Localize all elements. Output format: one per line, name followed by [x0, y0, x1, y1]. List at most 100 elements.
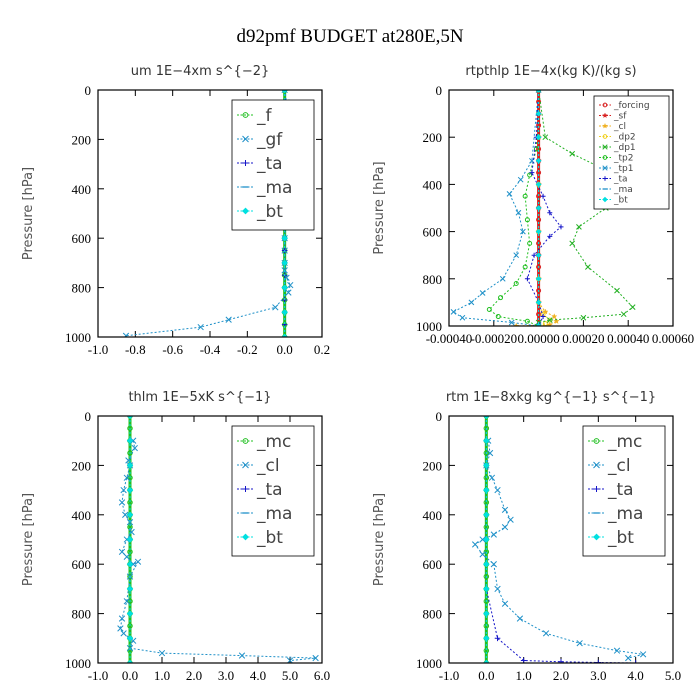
data-point: [122, 332, 130, 337]
series-line: [526, 90, 562, 326]
data-point: [117, 625, 124, 632]
legend-label: _bt: [613, 196, 628, 206]
legend-entry: _ma: [237, 504, 292, 524]
x-tick-label: 0.00000: [517, 331, 559, 346]
x-tick-label: 2.0: [553, 668, 569, 683]
data-point: [238, 652, 246, 659]
y-tick-label: 200: [423, 458, 443, 473]
legend-label: _mc: [256, 432, 291, 452]
series-tp2: [486, 90, 542, 326]
data-point: [569, 240, 576, 247]
y-tick-label: 600: [423, 225, 443, 240]
y-tick-label: 600: [72, 231, 92, 246]
data-point: [536, 217, 542, 223]
legend-entry: _mc: [237, 432, 291, 452]
legend-entry: _ma: [599, 185, 633, 195]
data-point: [486, 306, 492, 312]
y-tick-label: 800: [72, 607, 92, 622]
legend-label: _bt: [256, 202, 283, 222]
data-point: [553, 317, 560, 324]
x-tick-label: 4.0: [628, 668, 644, 683]
data-point: [123, 474, 130, 481]
data-point: [520, 657, 527, 663]
legend-label: _ta: [613, 175, 628, 185]
data-point: [281, 284, 288, 291]
panel-title: rtpthlp 1E−4x(kg K)/(kg s): [465, 64, 636, 79]
legend-entry: _ma: [588, 504, 643, 524]
legend-entry: _tp1: [599, 164, 633, 174]
data-point: [580, 314, 587, 321]
data-point: [483, 573, 490, 580]
data-point: [127, 598, 133, 604]
data-point: [286, 657, 294, 663]
chart-panel-1: um 1E−4xm s^{−2} Pressure [hPa] 0 200 400 600…: [21, 64, 330, 357]
data-point: [499, 275, 506, 282]
data-point: [158, 649, 166, 657]
x-tick-label: 3.0: [218, 668, 234, 683]
legend: _f _gf _ta _ma _bt: [231, 99, 315, 231]
axes-frame: [448, 89, 674, 327]
legend-entry: _ta: [599, 175, 628, 185]
data-point: [524, 217, 530, 223]
figure-title: d92pmf BUDGET at280E,5N: [236, 26, 463, 47]
data-point: [535, 275, 542, 282]
y-axis-label: Pressure [hPa]: [372, 493, 387, 586]
data-point: [490, 561, 497, 568]
data-point: [542, 134, 549, 141]
data-point: [126, 560, 134, 568]
series-cl: [471, 437, 647, 662]
data-point: [118, 548, 126, 556]
data-point: [522, 193, 528, 199]
data-point: [287, 281, 294, 289]
x-tick-label: 0.0: [277, 342, 293, 357]
legend-label: _bt: [607, 528, 634, 548]
legend-entry: _tp2: [599, 154, 633, 164]
data-point: [281, 309, 288, 316]
panel-title: rtm 1E−8xkg kg^{−1} s^{−1}: [446, 390, 656, 405]
x-tick-label: 1.0: [154, 668, 170, 683]
data-point: [479, 290, 486, 296]
legend-entry: _cl: [599, 122, 626, 132]
plot-area: [471, 416, 647, 663]
data-point: [536, 240, 542, 246]
data-point: [127, 475, 133, 481]
data-point: [501, 600, 509, 607]
data-point: [281, 90, 288, 94]
legend-entry: _forcing: [599, 101, 650, 111]
legend-label: _ma: [256, 178, 292, 198]
series-line: [452, 90, 540, 326]
y-tick-label: 200: [72, 458, 92, 473]
legend-entry: _dp1: [599, 143, 636, 153]
data-point: [614, 287, 620, 294]
data-point: [535, 323, 542, 326]
data-point: [507, 516, 514, 523]
series-bt: [126, 416, 134, 663]
data-point: [126, 486, 134, 494]
data-point: [547, 233, 553, 239]
data-point: [483, 610, 490, 617]
y-tick-label: 400: [72, 182, 92, 197]
data-point: [471, 541, 479, 548]
legend-label: _ta: [607, 480, 634, 500]
legend-entry: _ta: [237, 154, 283, 174]
chart-panel-3: thlm 1E−5xK s^{−1} Pressure [hPa] 0 200 400 6…: [21, 390, 330, 683]
data-point: [506, 190, 513, 197]
data-point: [126, 519, 134, 526]
data-point: [483, 585, 490, 593]
y-tick-label: 400: [72, 508, 92, 523]
data-point: [536, 264, 542, 270]
plot-area: [450, 90, 636, 326]
series-line: [538, 90, 634, 323]
y-tick-label: 0: [436, 83, 443, 98]
legend-label: _cl: [607, 456, 631, 476]
data-point: [122, 511, 129, 518]
data-point: [625, 654, 632, 662]
data-point: [126, 536, 134, 543]
legend-label: _sf: [613, 112, 627, 122]
data-point: [524, 276, 530, 282]
legend-entry: _cl: [237, 456, 280, 476]
data-point: [197, 323, 204, 331]
y-tick-label: 800: [423, 272, 443, 287]
data-point: [281, 234, 288, 242]
x-tick-label: 5.0: [665, 668, 681, 683]
